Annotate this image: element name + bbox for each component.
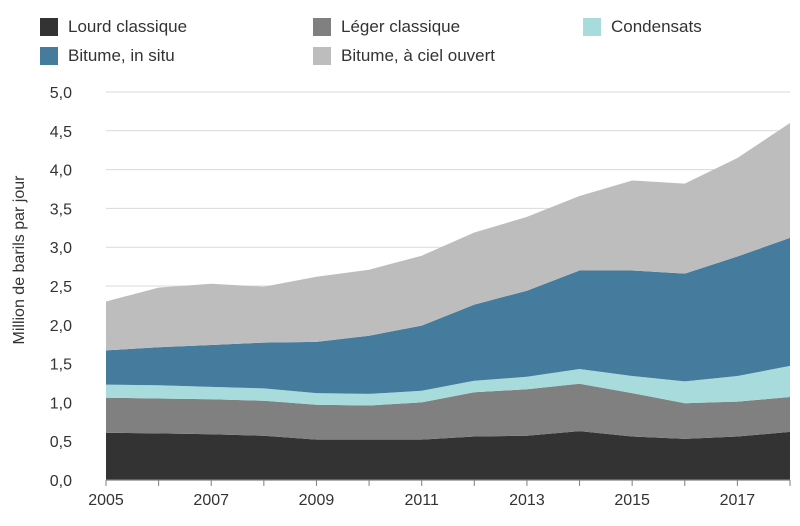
area-bitume-a-ciel-ouvert [106, 123, 790, 351]
area-leger-classique [106, 383, 790, 440]
legend-label-lourd-classique: Lourd classique [68, 17, 188, 36]
legend-item-condensats: Condensats [583, 15, 702, 39]
legend-swatch-leger-classique [313, 18, 331, 36]
x-tick-label: 2009 [299, 492, 335, 509]
y-tick-label: 3,0 [50, 240, 72, 257]
legend-item-bitume-ciel-ouvert: Bitume, à ciel ouvert [313, 44, 495, 68]
legend-label-bitume-ciel-ouvert: Bitume, à ciel ouvert [341, 46, 496, 65]
legend-label-leger-classique: Léger classique [341, 17, 461, 36]
y-tick-label: 1,0 [50, 395, 72, 412]
y-tick-label: 2,5 [50, 279, 72, 296]
y-tick-label: 4,0 [50, 163, 72, 180]
x-tick-label: 2017 [720, 492, 756, 509]
x-tick-label: 2015 [614, 492, 650, 509]
y-tick-label: 0,0 [50, 473, 72, 490]
x-tick-label: 2007 [193, 492, 229, 509]
legend-item-lourd-classique: Lourd classique [40, 15, 187, 39]
y-tick-label: 4,5 [50, 124, 72, 141]
legend-label-condensats: Condensats [611, 17, 702, 36]
x-axis: 2005 2007 2009 2011 2013 2015 2017 [88, 479, 791, 509]
x-tick-label: 2011 [404, 492, 439, 509]
legend-item-bitume-in-situ: Bitume, in situ [40, 44, 175, 68]
legend-label-bitume-in-situ: Bitume, in situ [68, 46, 175, 65]
legend-swatch-condensats [583, 18, 601, 36]
x-tick-label: 2005 [88, 492, 124, 509]
area-condensats [106, 365, 790, 406]
legend-swatch-lourd-classique [40, 18, 58, 36]
y-tick-label: 0,5 [50, 434, 72, 451]
x-tick-label: 2013 [509, 492, 545, 509]
legend: Lourd classique Léger classique Condensa… [0, 0, 800, 80]
legend-item-leger-classique: Léger classique [313, 15, 460, 39]
legend-swatch-bitume-in-situ [40, 47, 58, 65]
y-tick-label: 5,0 [50, 85, 72, 102]
area-lourd-classique [106, 431, 790, 480]
area-series [106, 123, 790, 480]
y-tick-label: 2,0 [50, 318, 72, 335]
legend-swatch-bitume-ciel-ouvert [313, 47, 331, 65]
area-bitume-in-situ [106, 237, 790, 394]
y-tick-label: 3,5 [50, 201, 72, 218]
y-tick-label: 1,5 [50, 357, 72, 374]
y-axis: 0,0 0,5 1,0 1,5 2,0 2,5 3,0 3,5 4,0 4,5 5,0 [50, 85, 72, 490]
